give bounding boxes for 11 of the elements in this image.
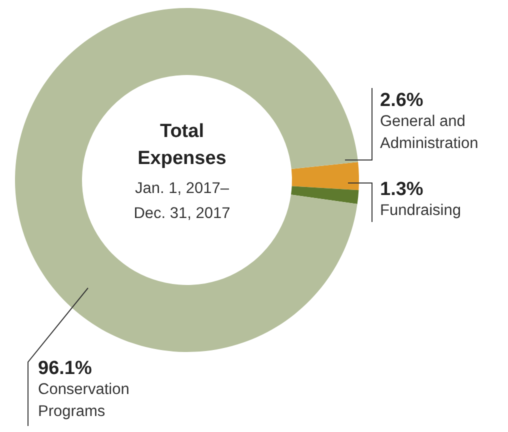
donut-slice: [290, 186, 359, 204]
donut-slice: [15, 8, 358, 352]
slice-label: Conservation Programs: [38, 381, 130, 420]
data-label: 2.6%: [380, 90, 424, 111]
text: Jan. 1, 2017–Dec. 31, 2017: [134, 180, 230, 222]
data-label: 1.3%: [380, 179, 424, 200]
donut-slice: [291, 162, 359, 190]
data-label: 96.1%: [38, 358, 92, 379]
slice-label: General and Administration: [380, 113, 478, 152]
slice-label: Fundraising: [380, 202, 461, 219]
text: Total Expenses: [138, 121, 226, 169]
